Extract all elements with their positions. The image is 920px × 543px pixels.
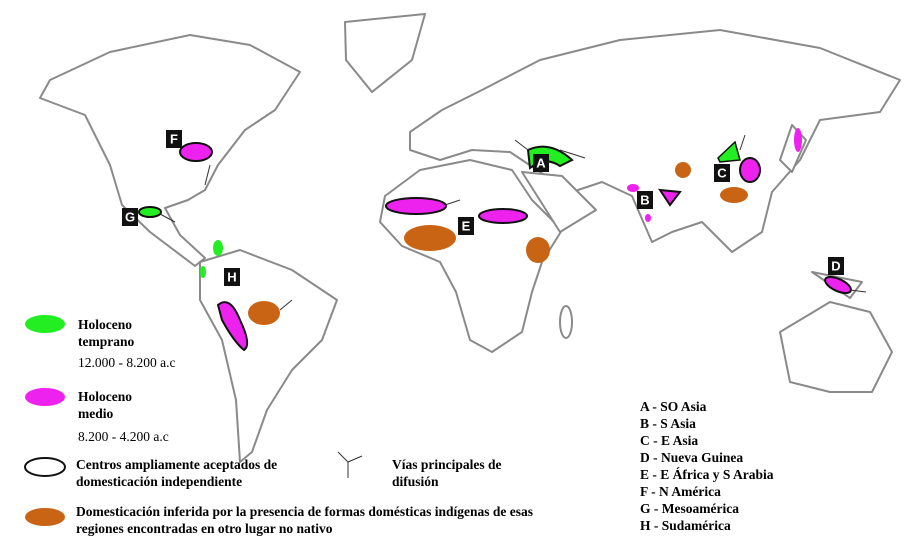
magenta-area: [794, 128, 802, 152]
legend-swatches: [24, 315, 363, 526]
region-key: A - SO Asia B - S Asia C - E Asia D - Nueva…: [640, 398, 774, 534]
south-america: [199, 249, 338, 463]
tag-box: [637, 191, 653, 209]
region-letter: B: [640, 192, 649, 207]
arabia: [521, 171, 597, 233]
key-entry: B - S Asia: [640, 416, 696, 431]
region-letter: C: [717, 165, 727, 180]
region-letter: E: [462, 218, 471, 233]
arrows: [159, 134, 867, 311]
green-area: [200, 266, 206, 278]
brown-area: [248, 301, 280, 325]
magenta-area: [824, 275, 852, 295]
tag-box: [458, 217, 474, 235]
tag-box: [533, 154, 549, 172]
key-entry: G - Mesoamérica: [640, 501, 739, 516]
region-letter: H: [227, 269, 236, 284]
key-entry: D - Nueva Guinea: [640, 450, 744, 465]
green-area: [138, 206, 162, 218]
magenta-area: [627, 184, 639, 192]
tag-box: [224, 268, 240, 286]
magenta-area: [216, 301, 249, 352]
region-tag: H: [224, 268, 240, 286]
legend-label: Domesticación inferida por la presencia …: [76, 504, 533, 536]
tag-box: [122, 208, 138, 226]
region-tag: D: [828, 257, 844, 275]
legend-swatch: [25, 388, 65, 406]
key-entry: E - E África y S Arabia: [640, 467, 774, 482]
regions: [138, 128, 852, 352]
continents: [39, 13, 901, 463]
madagascar: [559, 305, 573, 339]
region-letter: A: [536, 155, 546, 170]
green-area: [717, 140, 741, 163]
tag-box: [714, 164, 730, 182]
region-tag: A: [533, 154, 549, 172]
key-entry: A - SO Asia: [640, 399, 707, 414]
legend-label: Holoceno medio: [78, 389, 132, 421]
magenta-area: [657, 188, 682, 207]
north-america: [39, 34, 301, 267]
region-tag: F: [166, 130, 182, 148]
green-area: [213, 240, 223, 256]
magenta-area: [385, 197, 447, 215]
brown-area: [675, 162, 691, 178]
legend-arrows: [337, 451, 363, 478]
tag-box: [828, 257, 844, 275]
region-tag: B: [637, 191, 653, 209]
key-entry: H - Sudamérica: [640, 518, 731, 533]
legend-swatch: [24, 457, 66, 477]
australia: [779, 301, 893, 393]
region-tag: E: [458, 217, 474, 235]
magenta-area: [478, 208, 528, 224]
region-letter: F: [170, 131, 178, 146]
region-tag: C: [714, 164, 730, 182]
brown-area: [404, 225, 456, 251]
brown-area: [720, 187, 748, 203]
region-letter: G: [125, 209, 135, 224]
legend-swatch: [25, 508, 65, 526]
magenta-area: [739, 157, 761, 183]
eurasia: [409, 29, 901, 253]
legend-label: Vías principales de difusión: [392, 457, 502, 489]
legend-period: 8.200 - 4.200 a.c: [78, 429, 169, 444]
legend-label: Centros ampliamente aceptados de domesti…: [76, 457, 278, 489]
brown-area: [526, 237, 550, 263]
greenland: [344, 13, 426, 93]
key-entry: C - E Asia: [640, 433, 699, 448]
key-entry: F - N América: [640, 484, 721, 499]
legend-label: Holoceno temprano: [78, 317, 135, 349]
magenta-area: [179, 142, 213, 162]
region-tag: G: [122, 208, 138, 226]
tag-box: [166, 130, 182, 148]
legend-swatch: [25, 315, 65, 333]
region-letter: D: [831, 258, 840, 273]
legend-period: 12.000 - 8.200 a.c: [78, 355, 176, 370]
magenta-area: [645, 214, 651, 222]
